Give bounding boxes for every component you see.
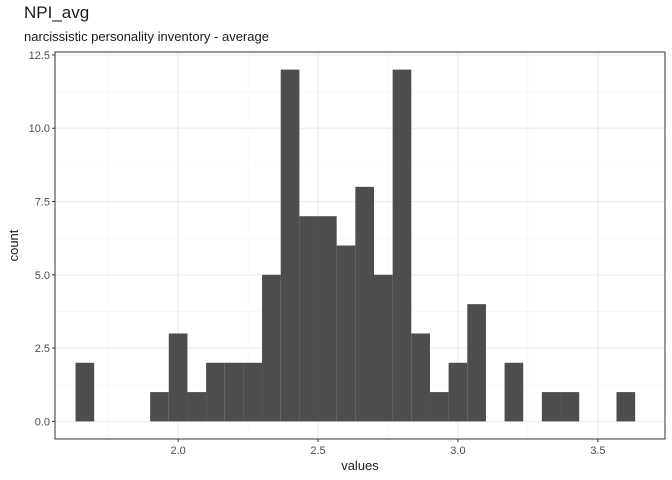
chart-title: NPI_avg	[24, 3, 90, 22]
y-tick-label: 5.0	[35, 270, 50, 282]
histogram-bar	[75, 362, 95, 422]
histogram-bar	[411, 333, 430, 422]
histogram-bar	[299, 216, 319, 422]
histogram-bar	[243, 362, 263, 422]
y-axis-title: count	[6, 229, 21, 261]
x-axis-ticks: 2.0 2.5 3.0 3.5	[170, 439, 605, 457]
histogram-bar	[616, 392, 636, 422]
x-axis-title: values	[341, 458, 379, 473]
histogram-bar	[280, 69, 300, 422]
histogram-bar	[262, 274, 281, 422]
histogram-bar	[560, 392, 580, 422]
y-tick-label: 12.5	[29, 50, 50, 62]
histogram-bar	[318, 216, 337, 422]
histogram-bar	[392, 69, 412, 422]
histogram-bar	[168, 333, 188, 422]
x-tick-label: 2.5	[310, 445, 325, 457]
histogram-bar	[467, 304, 486, 422]
histogram-bar	[336, 245, 356, 422]
histogram-bar	[373, 274, 393, 422]
histogram-bar	[150, 392, 169, 422]
histogram-bar	[224, 362, 244, 422]
histogram-bar	[429, 392, 449, 422]
y-axis-ticks: 0.0 2.5 5.0 7.5 10.0 12.5	[29, 50, 55, 428]
x-tick-label: 3.5	[590, 445, 605, 457]
x-tick-label: 2.0	[170, 445, 185, 457]
histogram-bar	[504, 362, 524, 422]
y-tick-label: 2.5	[35, 343, 50, 355]
y-tick-label: 0.0	[35, 416, 50, 428]
x-tick-label: 3.0	[450, 445, 465, 457]
chart-subtitle: narcissistic personality inventory - ave…	[24, 29, 269, 44]
histogram-bar	[355, 186, 375, 422]
panel-border	[54, 51, 666, 440]
histogram-bars	[75, 69, 636, 422]
histogram-bar	[448, 362, 468, 422]
histogram-bar	[206, 362, 225, 422]
y-tick-label: 7.5	[35, 197, 50, 209]
histogram-bar	[187, 392, 207, 422]
y-tick-label: 10.0	[29, 123, 50, 135]
histogram-bar	[541, 392, 561, 422]
